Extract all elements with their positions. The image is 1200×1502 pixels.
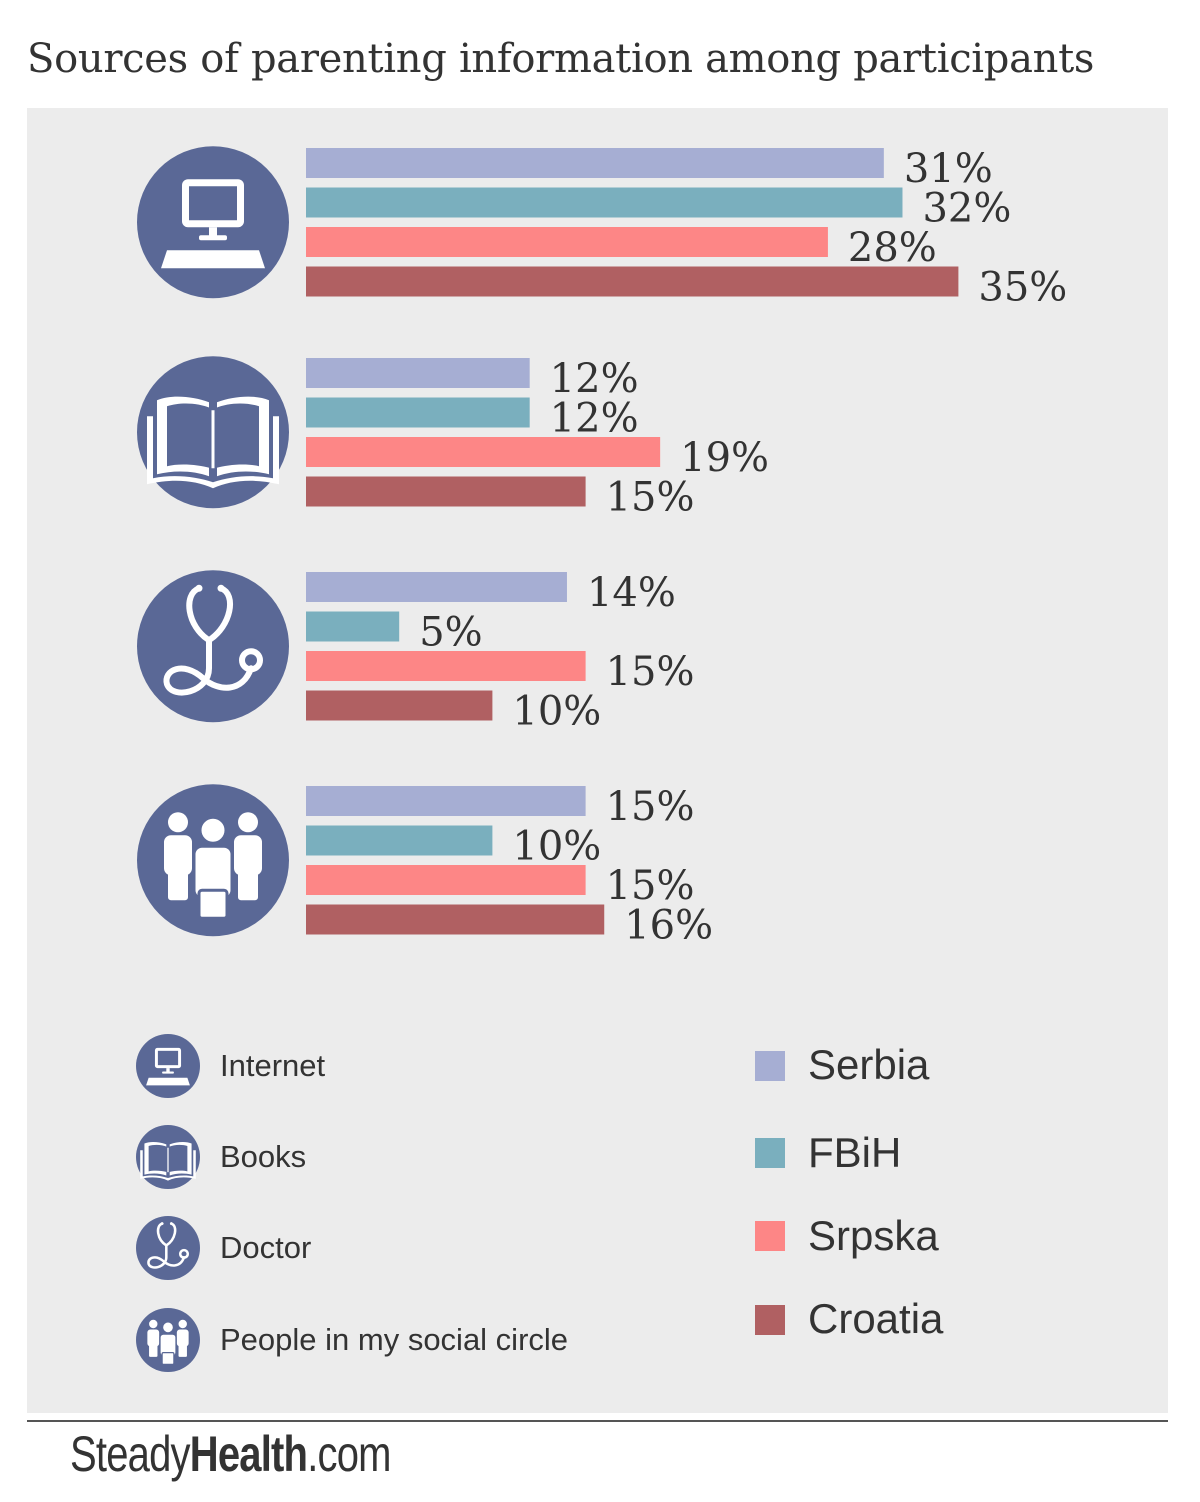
bar-internet-serbia — [306, 148, 884, 178]
data-label-doctor-croatia: 10% — [512, 689, 601, 735]
bar-internet-fbih — [306, 187, 903, 218]
bar-chart: 31%32%28%35%12%12%19%15%14%5%15%10%15%10… — [137, 146, 1067, 949]
data-label-doctor-srpska: 15% — [606, 649, 695, 695]
legend-swatch-serbia — [755, 1051, 785, 1081]
data-label-books-fbih: 12% — [550, 396, 639, 442]
bar-people-in-my-social-circle-fbih — [306, 825, 493, 856]
legend-label-internet: Internet — [220, 1048, 326, 1083]
data-label-internet-fbih: 32% — [922, 186, 1011, 232]
people-icon — [136, 1308, 200, 1372]
legend-label-social-circle: People in my social circle — [220, 1322, 569, 1357]
stethoscope-icon — [137, 570, 289, 723]
bar-internet-srpska — [306, 227, 828, 257]
data-label-internet-srpska: 28% — [848, 225, 937, 271]
legend-swatch-fbih — [755, 1138, 785, 1168]
data-label-doctor-serbia: 14% — [587, 570, 676, 616]
legend-label-doctor: Doctor — [220, 1230, 312, 1265]
data-label-people-in-my-social-circle-srpska: 15% — [606, 863, 695, 909]
bar-books-srpska — [306, 437, 661, 467]
bar-books-fbih — [306, 397, 530, 428]
legend-label-srpska: Srpska — [808, 1212, 939, 1259]
legend-label-croatia: Croatia — [808, 1295, 944, 1342]
data-label-doctor-fbih: 5% — [419, 610, 482, 656]
brand-logo: SteadyHealth.com — [70, 1426, 391, 1482]
footer-divider — [27, 1420, 1168, 1422]
data-label-books-croatia: 15% — [606, 475, 695, 521]
bar-doctor-croatia — [306, 690, 493, 721]
legend-swatch-srpska — [755, 1221, 785, 1251]
bar-doctor-srpska — [306, 651, 586, 681]
bar-doctor-serbia — [306, 572, 567, 602]
data-label-people-in-my-social-circle-croatia: 16% — [624, 903, 713, 949]
legend-swatch-croatia — [755, 1305, 785, 1335]
bar-internet-croatia — [306, 266, 959, 297]
book-icon — [137, 356, 289, 509]
data-label-people-in-my-social-circle-serbia: 15% — [606, 784, 695, 830]
computer-icon — [137, 146, 289, 299]
data-label-books-serbia: 12% — [550, 356, 639, 402]
computer-icon — [136, 1034, 200, 1098]
legend-label-books: Books — [220, 1139, 307, 1174]
data-label-books-srpska: 19% — [680, 435, 769, 481]
legend-item-internet: Internet — [136, 1034, 325, 1098]
data-label-internet-serbia: 31% — [904, 146, 993, 192]
bar-people-in-my-social-circle-croatia — [306, 904, 605, 935]
legend-label-serbia: Serbia — [808, 1041, 930, 1088]
legend-label-fbih: FBiH — [808, 1129, 902, 1176]
bar-people-in-my-social-circle-serbia — [306, 786, 586, 816]
data-label-people-in-my-social-circle-fbih: 10% — [512, 824, 601, 870]
data-label-internet-croatia: 35% — [978, 265, 1067, 311]
legend-item-social-circle: People in my social circle — [136, 1308, 568, 1372]
bar-people-in-my-social-circle-srpska — [306, 865, 586, 895]
bar-books-serbia — [306, 358, 530, 388]
bar-doctor-fbih — [306, 611, 400, 642]
chart-title: Sources of parenting information among p… — [27, 36, 1095, 82]
people-icon — [137, 784, 289, 937]
chart-panel: 31% 32% 28% 35% 12% 12% 19% 15% 14% 5% 15% 10% 15% 10… — [27, 108, 1168, 1413]
stethoscope-icon — [136, 1216, 200, 1280]
legend-item-doctor: Doctor — [136, 1216, 311, 1280]
bar-books-croatia — [306, 476, 586, 507]
book-icon — [136, 1125, 200, 1189]
legend-item-books: Books — [136, 1125, 306, 1189]
